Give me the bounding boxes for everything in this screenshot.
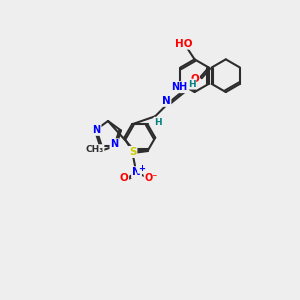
Text: N: N [132,167,141,178]
Text: N: N [162,96,170,106]
Text: N: N [110,139,118,149]
Text: H: H [188,80,195,89]
Text: O: O [119,173,128,183]
Text: O: O [190,74,199,83]
Text: O⁻: O⁻ [145,173,158,183]
Text: NH: NH [172,82,188,92]
Text: +: + [138,164,145,173]
Text: HO: HO [176,39,193,49]
Text: CH₃: CH₃ [85,145,103,154]
Text: S: S [129,147,136,157]
Text: N: N [92,125,101,135]
Text: H: H [154,118,162,127]
